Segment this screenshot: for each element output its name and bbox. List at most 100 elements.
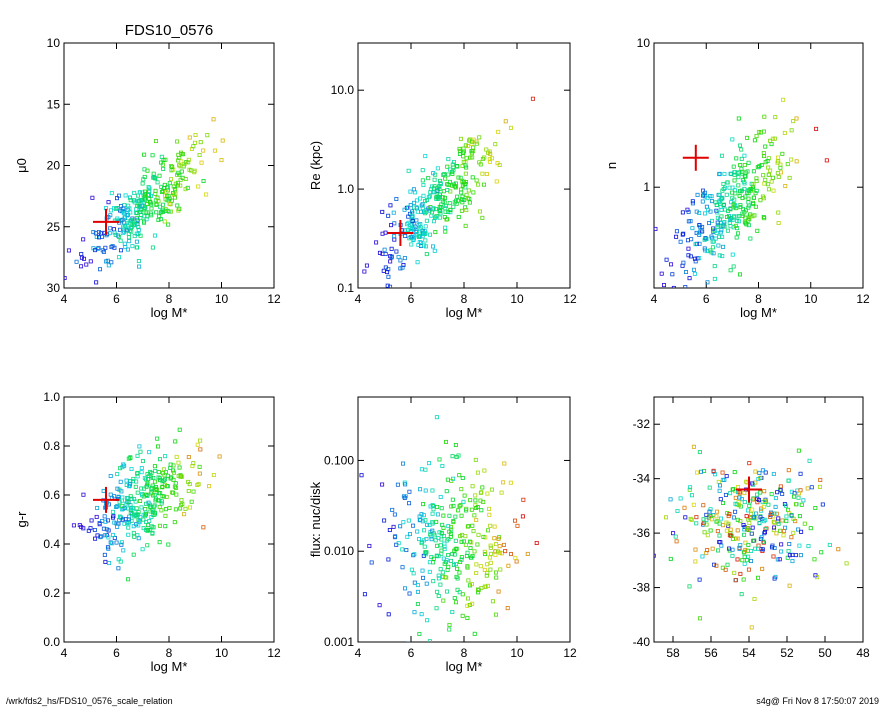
- data-point: [433, 230, 438, 235]
- data-point: [95, 533, 100, 538]
- data-point: [738, 272, 743, 277]
- data-point: [156, 199, 161, 204]
- x-axis-label: log M*: [151, 659, 188, 674]
- data-point: [423, 231, 428, 236]
- data-point: [441, 556, 446, 561]
- data-point: [101, 488, 106, 493]
- data-point: [752, 138, 757, 143]
- data-point: [156, 491, 161, 496]
- data-point: [147, 504, 152, 509]
- data-point: [440, 522, 445, 527]
- data-point: [460, 200, 465, 205]
- data-point: [161, 478, 166, 483]
- point-group: [359, 415, 539, 642]
- data-point: [737, 194, 742, 199]
- data-point: [762, 114, 767, 119]
- data-point: [112, 494, 117, 499]
- data-point: [457, 146, 462, 151]
- data-point: [441, 189, 446, 194]
- data-point: [149, 490, 154, 495]
- data-point: [792, 494, 797, 499]
- data-point: [465, 565, 470, 570]
- data-point: [475, 470, 480, 475]
- data-point: [761, 539, 766, 544]
- data-point: [784, 503, 789, 508]
- data-point: [471, 190, 476, 195]
- data-point: [446, 553, 451, 558]
- data-point: [470, 601, 475, 606]
- point-group: [654, 97, 829, 288]
- data-point: [793, 553, 798, 558]
- data-point: [424, 581, 429, 586]
- data-point: [776, 221, 781, 226]
- data-point: [772, 576, 777, 581]
- data-point: [693, 559, 698, 564]
- data-point: [746, 223, 751, 228]
- data-point: [683, 285, 688, 288]
- data-point: [750, 525, 755, 530]
- data-point: [153, 498, 158, 503]
- data-point: [145, 543, 150, 548]
- data-point: [783, 525, 788, 530]
- data-point: [724, 192, 729, 197]
- data-point: [474, 562, 479, 567]
- data-point: [178, 474, 183, 479]
- data-point: [410, 219, 415, 224]
- data-point: [125, 495, 130, 500]
- data-point: [720, 188, 725, 193]
- data-point: [796, 527, 801, 532]
- data-point: [418, 196, 423, 201]
- data-point: [723, 567, 728, 572]
- data-point: [152, 493, 157, 498]
- data-point: [116, 566, 121, 571]
- data-point: [726, 209, 731, 214]
- data-point: [694, 515, 699, 520]
- data-point: [746, 567, 751, 572]
- data-point: [391, 210, 396, 215]
- data-point: [140, 181, 145, 186]
- data-point: [118, 515, 123, 520]
- data-point: [805, 486, 810, 491]
- data-point: [780, 491, 785, 496]
- data-point: [142, 220, 147, 225]
- data-point: [153, 488, 158, 493]
- data-point: [740, 558, 745, 563]
- data-point: [443, 225, 448, 230]
- data-point: [129, 218, 134, 223]
- data-point: [136, 227, 141, 232]
- data-point: [197, 464, 202, 469]
- data-point: [717, 488, 722, 493]
- data-point: [423, 488, 428, 493]
- data-point: [446, 157, 451, 162]
- data-point: [479, 508, 484, 513]
- data-point: [392, 221, 397, 226]
- data-point: [772, 546, 777, 551]
- data-point: [94, 234, 99, 239]
- data-point: [395, 482, 400, 487]
- data-point: [120, 495, 125, 500]
- data-point: [777, 557, 782, 562]
- y-axis-label: n: [604, 162, 619, 169]
- data-point: [731, 515, 736, 520]
- data-point: [118, 559, 123, 564]
- data-point: [419, 467, 424, 472]
- data-point: [388, 284, 393, 288]
- data-point: [752, 538, 757, 543]
- data-point: [160, 499, 165, 504]
- data-point: [720, 254, 725, 259]
- data-point: [454, 562, 459, 567]
- data-point: [473, 498, 478, 503]
- y-tick-label: -40: [633, 635, 651, 649]
- data-point: [727, 185, 732, 190]
- data-point: [813, 505, 818, 510]
- data-point: [464, 192, 469, 197]
- data-point: [735, 218, 740, 223]
- data-point: [730, 536, 735, 541]
- y-tick-label: 1.0: [43, 390, 60, 404]
- data-point: [425, 618, 430, 623]
- y-tick-label: 25: [47, 220, 61, 234]
- data-point: [488, 523, 493, 528]
- data-point: [674, 229, 679, 234]
- data-point: [742, 491, 747, 496]
- data-point: [386, 274, 391, 279]
